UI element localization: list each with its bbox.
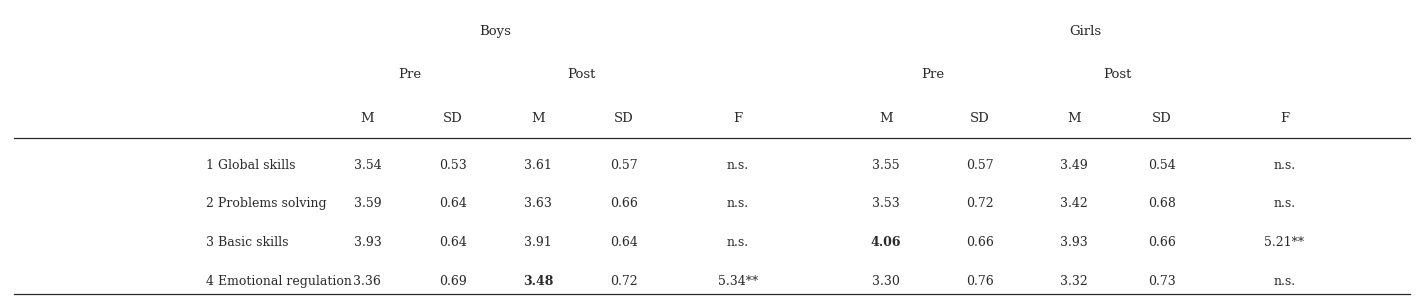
Text: 0.64: 0.64 xyxy=(439,236,467,249)
Text: 0.72: 0.72 xyxy=(609,275,638,288)
Text: 3 Basic skills: 3 Basic skills xyxy=(206,236,289,249)
Text: 3.32: 3.32 xyxy=(1059,275,1088,288)
Text: 0.73: 0.73 xyxy=(1148,275,1176,288)
Text: 0.76: 0.76 xyxy=(965,275,994,288)
Text: Girls: Girls xyxy=(1069,25,1101,38)
Text: 3.42: 3.42 xyxy=(1059,198,1088,210)
Text: 5.34**: 5.34** xyxy=(718,275,758,288)
Text: 3.49: 3.49 xyxy=(1059,159,1088,171)
Text: 3.54: 3.54 xyxy=(353,159,382,171)
Text: SD: SD xyxy=(443,112,463,125)
Text: 0.66: 0.66 xyxy=(1148,236,1176,249)
Text: 3.53: 3.53 xyxy=(871,198,900,210)
Text: n.s.: n.s. xyxy=(1273,159,1296,171)
Text: SD: SD xyxy=(970,112,990,125)
Text: 0.69: 0.69 xyxy=(439,275,467,288)
Text: Boys: Boys xyxy=(480,25,511,38)
Text: n.s.: n.s. xyxy=(726,159,749,171)
Text: SD: SD xyxy=(1152,112,1172,125)
Text: 3.48: 3.48 xyxy=(523,275,554,288)
Text: Post: Post xyxy=(1104,68,1132,81)
Text: 3.93: 3.93 xyxy=(1059,236,1088,249)
Text: n.s.: n.s. xyxy=(1273,198,1296,210)
Text: F: F xyxy=(733,112,742,125)
Text: Pre: Pre xyxy=(399,68,422,81)
Text: Pre: Pre xyxy=(921,68,944,81)
Text: 1 Global skills: 1 Global skills xyxy=(206,159,296,171)
Text: M: M xyxy=(360,112,375,125)
Text: 2 Problems solving: 2 Problems solving xyxy=(206,198,328,210)
Text: F: F xyxy=(1280,112,1289,125)
Text: 0.68: 0.68 xyxy=(1148,198,1176,210)
Text: n.s.: n.s. xyxy=(726,236,749,249)
Text: 0.57: 0.57 xyxy=(609,159,638,171)
Text: 0.64: 0.64 xyxy=(439,198,467,210)
Text: n.s.: n.s. xyxy=(1273,275,1296,288)
Text: 0.64: 0.64 xyxy=(609,236,638,249)
Text: 3.59: 3.59 xyxy=(353,198,382,210)
Text: 4 Emotional regulation: 4 Emotional regulation xyxy=(206,275,352,288)
Text: 3.91: 3.91 xyxy=(524,236,553,249)
Text: 5.21**: 5.21** xyxy=(1265,236,1304,249)
Text: 0.54: 0.54 xyxy=(1148,159,1176,171)
Text: 3.30: 3.30 xyxy=(871,275,900,288)
Text: Post: Post xyxy=(567,68,595,81)
Text: 0.72: 0.72 xyxy=(965,198,994,210)
Text: 3.93: 3.93 xyxy=(353,236,382,249)
Text: 3.55: 3.55 xyxy=(871,159,900,171)
Text: n.s.: n.s. xyxy=(726,198,749,210)
Text: SD: SD xyxy=(614,112,634,125)
Text: M: M xyxy=(879,112,893,125)
Text: 3.63: 3.63 xyxy=(524,198,553,210)
Text: 4.06: 4.06 xyxy=(870,236,901,249)
Text: 0.66: 0.66 xyxy=(609,198,638,210)
Text: 3.61: 3.61 xyxy=(524,159,553,171)
Text: 3.36: 3.36 xyxy=(353,275,382,288)
Text: 0.66: 0.66 xyxy=(965,236,994,249)
Text: M: M xyxy=(1067,112,1081,125)
Text: 0.53: 0.53 xyxy=(439,159,467,171)
Text: M: M xyxy=(531,112,545,125)
Text: 0.57: 0.57 xyxy=(965,159,994,171)
